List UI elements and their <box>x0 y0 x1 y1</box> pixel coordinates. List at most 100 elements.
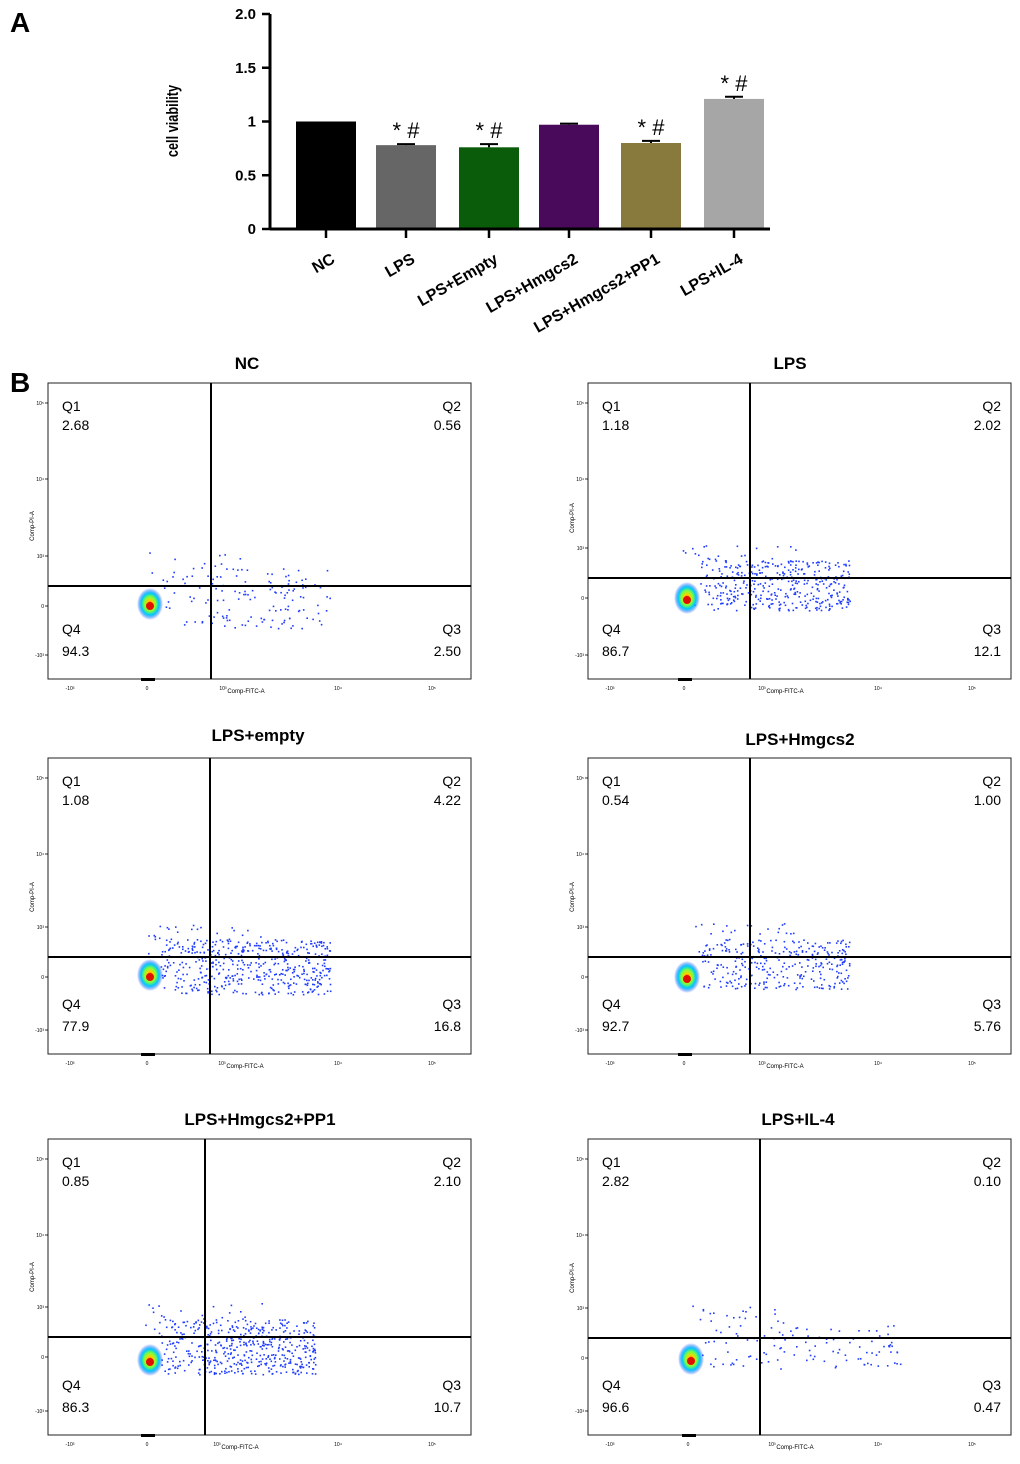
event-dot <box>212 941 214 943</box>
flow-panel-lps-hmgcs2-pp1: LPS+Hmgcs2+PP1Q10.85Q22.10Q486.3Q310.7-1… <box>30 1110 472 1451</box>
event-dot <box>758 951 760 954</box>
event-dot <box>799 975 801 977</box>
significance-marker: * # <box>476 118 504 143</box>
bar-chart-y-label: cell viability <box>163 84 182 157</box>
event-dot <box>684 552 687 554</box>
event-dot <box>317 982 319 984</box>
x-tick-label: -10³ <box>606 1061 615 1067</box>
event-dot <box>776 974 779 976</box>
event-dot <box>201 1314 204 1317</box>
y-tick-label: 10³ <box>37 554 45 560</box>
event-dot <box>282 1348 284 1351</box>
event-dot <box>293 970 296 973</box>
event-dot <box>887 1325 889 1328</box>
event-dot <box>858 1346 861 1348</box>
event-dot <box>231 1342 233 1345</box>
event-dot <box>241 934 244 937</box>
event-dot <box>272 1326 274 1329</box>
event-dot <box>760 597 762 600</box>
event-dot <box>187 1352 190 1355</box>
event-dot <box>845 980 848 983</box>
density-peak <box>146 602 154 610</box>
event-dot <box>762 560 765 562</box>
event-dot <box>274 974 276 976</box>
event-dot <box>271 987 273 990</box>
event-dot <box>769 967 771 970</box>
event-dot <box>292 1368 294 1371</box>
flow-panel-title: NC <box>235 354 260 373</box>
event-dot <box>169 947 172 950</box>
event-dot <box>813 1355 816 1358</box>
event-dot <box>198 1327 200 1329</box>
quadrant-q1-value: 1.08 <box>62 792 89 808</box>
event-dot <box>830 596 833 599</box>
event-dot <box>207 599 209 601</box>
event-dot <box>798 941 800 943</box>
event-dot <box>706 574 708 577</box>
event-dot <box>280 979 283 981</box>
event-dot <box>207 979 210 981</box>
event-dot <box>262 1373 265 1376</box>
event-dot <box>782 1322 785 1324</box>
event-dot <box>220 1344 222 1347</box>
event-dot <box>211 622 213 625</box>
quadrant-q3-value: 0.47 <box>974 1399 1001 1415</box>
event-dot <box>212 1322 215 1325</box>
event-dot <box>260 617 263 620</box>
event-dot <box>692 1305 694 1308</box>
event-dot <box>871 1352 873 1354</box>
event-dot <box>303 968 305 971</box>
event-dot <box>820 609 823 612</box>
event-dot <box>273 1357 276 1360</box>
event-dot <box>267 1356 269 1358</box>
event-dot <box>165 970 167 973</box>
event-dot <box>732 595 735 598</box>
event-dot <box>794 582 797 584</box>
flow-y-axis-label: Comp-PI-A <box>30 882 36 912</box>
event-dot <box>715 1329 718 1332</box>
event-dot <box>302 993 305 996</box>
event-dot <box>820 973 822 976</box>
event-dot <box>282 1365 284 1368</box>
event-dot <box>793 593 795 595</box>
event-dot <box>756 962 759 965</box>
event-dot <box>320 972 322 974</box>
event-dot <box>254 991 257 994</box>
event-dot <box>190 1361 192 1364</box>
event-dot <box>289 1332 291 1335</box>
event-dot <box>211 1350 213 1352</box>
event-dot <box>783 983 786 985</box>
event-dot <box>196 951 198 953</box>
event-dot <box>284 958 286 961</box>
event-dot <box>730 602 733 604</box>
event-dot <box>329 942 331 944</box>
event-dot <box>231 975 234 977</box>
event-dot <box>215 1321 218 1324</box>
event-dot <box>272 1354 275 1356</box>
event-dot <box>313 942 316 944</box>
event-dot <box>769 579 772 581</box>
event-dot <box>227 974 230 977</box>
event-dot <box>306 973 308 976</box>
event-dot <box>782 950 785 953</box>
event-dot <box>281 1354 284 1356</box>
event-dot <box>262 1342 265 1345</box>
event-dot <box>822 987 824 990</box>
event-dot <box>730 590 732 593</box>
event-dot <box>288 1362 290 1364</box>
event-dot <box>314 1349 316 1352</box>
event-dot <box>226 615 228 617</box>
event-dot <box>151 572 154 574</box>
event-dot <box>740 575 743 577</box>
event-dot <box>167 1373 170 1375</box>
event-dot <box>273 989 275 992</box>
density-peak <box>687 1357 695 1365</box>
event-dot <box>804 971 807 973</box>
event-dot <box>242 1327 245 1329</box>
event-dot <box>828 954 830 956</box>
event-dot <box>767 590 770 593</box>
event-dot <box>845 946 848 948</box>
event-dot <box>724 946 727 948</box>
x-tick-label: 10⁴ <box>874 1061 882 1067</box>
event-dot <box>741 571 743 574</box>
